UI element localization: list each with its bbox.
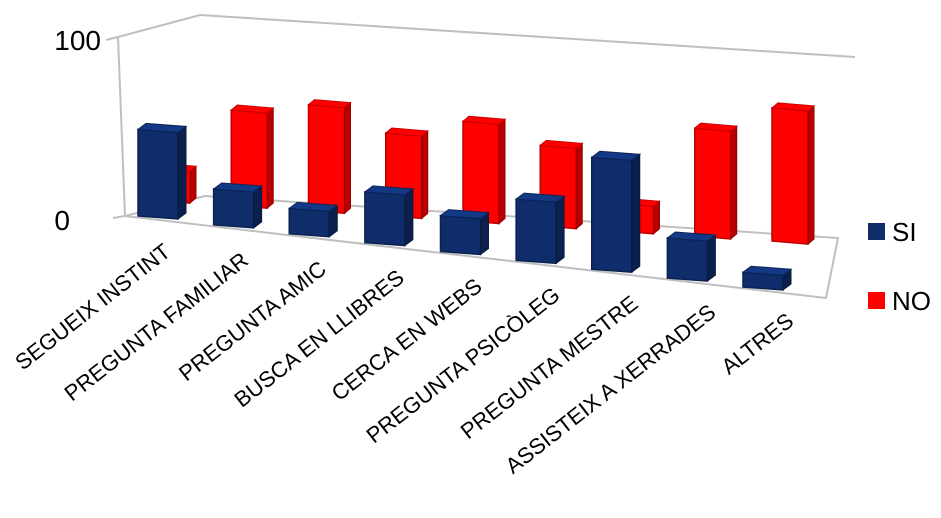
bar-si — [590, 150, 642, 274]
bar-si — [741, 265, 793, 291]
bar-top-face — [384, 127, 430, 137]
bar-side-face — [253, 184, 263, 229]
bar-no — [307, 99, 352, 215]
bar-side-face — [266, 107, 274, 210]
legend: SI NO — [868, 217, 931, 316]
bar-front-face — [515, 198, 557, 265]
bar-side-face — [480, 211, 489, 256]
bar-top-face — [136, 122, 188, 133]
bar-front-face — [694, 127, 732, 240]
left-wall-back-edge — [117, 36, 126, 217]
x-axis-category-label: ALTRES — [717, 308, 799, 379]
x-axis-category-label: BUSCA EN LLIBRES — [229, 265, 408, 413]
bar-front-face — [212, 188, 255, 229]
bar-top-face — [461, 115, 507, 125]
legend-swatch-si — [868, 223, 885, 240]
bar-si — [666, 231, 717, 283]
legend-swatch-no — [868, 292, 885, 309]
bar-front-face — [137, 128, 179, 220]
y-axis-tick-top — [105, 36, 119, 41]
legend-label-no: NO — [892, 286, 931, 316]
bar-no — [693, 122, 739, 240]
bar-side-face — [807, 104, 815, 246]
x-axis-category-label: CERCA EN WEBS — [327, 273, 487, 406]
bar-side-face — [575, 142, 583, 230]
bar-front-face — [288, 207, 330, 238]
chart-bars — [136, 99, 816, 291]
y-tick-label: 100 — [54, 25, 101, 56]
bar-side-face — [555, 195, 565, 265]
bar-side-face — [730, 125, 738, 240]
bar-top-face — [287, 201, 339, 212]
bar-front-face — [666, 237, 709, 282]
bar-top-face — [590, 150, 642, 161]
bar-no — [229, 104, 275, 210]
bar-top-face — [693, 122, 739, 132]
bar-top-face — [538, 139, 584, 149]
bar-top-face — [770, 102, 816, 112]
y-axis-tick-bottom — [112, 215, 126, 219]
bar-si — [287, 201, 339, 238]
bar-front-face — [307, 103, 346, 215]
bar-no — [461, 115, 507, 225]
bar-front-face — [364, 191, 406, 247]
bar-top-face — [439, 209, 490, 220]
bar-side-face — [421, 129, 429, 220]
bar-top-face — [363, 185, 415, 196]
bar-top-face — [307, 99, 352, 109]
legend-label-si: SI — [892, 217, 917, 247]
back-wall-outline — [117, 13, 856, 58]
bar-front-face — [439, 214, 482, 256]
bar-no — [770, 102, 816, 246]
bar-side-face — [631, 153, 641, 274]
bar-si — [514, 192, 566, 265]
bar-front-face — [591, 156, 633, 274]
bar-si — [136, 122, 188, 220]
bar-top-face — [212, 182, 263, 193]
bar-side-face — [189, 165, 197, 205]
y-axis-ticks: 100 0 — [54, 25, 101, 236]
bar-side-face — [177, 125, 187, 220]
bar-front-face — [462, 120, 500, 225]
bar-top-face — [741, 265, 793, 276]
bar-side-face — [344, 101, 351, 215]
bar-side-face — [498, 118, 506, 225]
bar-si — [363, 185, 415, 247]
bar-si — [212, 182, 263, 229]
x-axis-category-label: SEGUEIX INSTINT — [10, 239, 175, 375]
y-tick-label: 0 — [54, 205, 70, 236]
bar-side-face — [706, 233, 716, 283]
bar-front-face — [771, 107, 809, 245]
bar-si — [439, 209, 490, 256]
bar-side-face — [404, 187, 414, 247]
bar-top-face — [514, 192, 566, 203]
x-axis-category-label: PREGUNTA AMIC — [174, 256, 331, 386]
bar-top-face — [229, 104, 275, 114]
bar-top-face — [666, 231, 717, 242]
